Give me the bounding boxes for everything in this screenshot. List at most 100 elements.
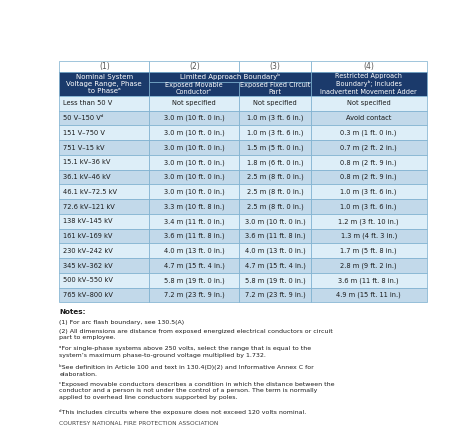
Text: 765 kV–800 kV: 765 kV–800 kV	[63, 292, 113, 298]
Text: 1.0 m (3 ft. 6 in.): 1.0 m (3 ft. 6 in.)	[247, 129, 303, 136]
Bar	[59, 229, 149, 244]
Bar	[311, 72, 427, 96]
Bar	[59, 155, 149, 169]
Bar	[149, 258, 239, 273]
Bar	[59, 273, 149, 288]
Bar	[311, 273, 427, 288]
Bar	[311, 169, 427, 184]
Bar	[311, 96, 427, 111]
Text: 2.5 m (8 ft. 0 in.): 2.5 m (8 ft. 0 in.)	[246, 174, 303, 180]
Bar	[149, 96, 239, 111]
Bar	[311, 111, 427, 125]
Bar	[311, 214, 427, 229]
Text: Not specified: Not specified	[173, 100, 216, 106]
Bar	[149, 155, 239, 169]
Bar	[59, 199, 149, 214]
Text: 1.7 m (5 ft. 8 in.): 1.7 m (5 ft. 8 in.)	[340, 248, 397, 254]
Bar	[239, 169, 311, 184]
Text: (4): (4)	[363, 62, 374, 71]
Bar	[149, 244, 239, 258]
Text: 0.3 m (1 ft. 0 in.): 0.3 m (1 ft. 0 in.)	[340, 129, 397, 136]
Text: 4.0 m (13 ft. 0 in.): 4.0 m (13 ft. 0 in.)	[164, 248, 225, 254]
Bar	[59, 111, 149, 125]
Bar	[149, 111, 239, 125]
Bar	[239, 288, 311, 302]
Text: 3.0 m (10 ft. 0 in.): 3.0 m (10 ft. 0 in.)	[245, 218, 305, 225]
Text: 4.9 m (15 ft. 11 in.): 4.9 m (15 ft. 11 in.)	[337, 292, 401, 298]
Bar	[239, 82, 311, 96]
Bar	[311, 125, 427, 140]
Text: (1) For arc flash boundary, see 130.5(A): (1) For arc flash boundary, see 130.5(A)	[59, 320, 184, 325]
Bar	[311, 288, 427, 302]
Text: 2.5 m (8 ft. 0 in.): 2.5 m (8 ft. 0 in.)	[246, 203, 303, 210]
Bar	[239, 229, 311, 244]
Bar	[149, 140, 239, 155]
Bar	[311, 184, 427, 199]
Text: 1.2 m (3 ft. 10 in.): 1.2 m (3 ft. 10 in.)	[338, 218, 399, 225]
Text: 3.6 m (11 ft. 8 in.): 3.6 m (11 ft. 8 in.)	[338, 277, 399, 284]
Text: 1.8 m (6 ft. 0 in.): 1.8 m (6 ft. 0 in.)	[247, 159, 303, 165]
Bar	[59, 125, 149, 140]
Text: 3.0 m (10 ft. 0 in.): 3.0 m (10 ft. 0 in.)	[164, 189, 225, 195]
Text: 500 kV–550 kV: 500 kV–550 kV	[63, 277, 113, 283]
Bar	[311, 199, 427, 214]
Text: 46.1 kV–72.5 kV: 46.1 kV–72.5 kV	[63, 189, 117, 195]
Text: Nominal System
Voltage Range, Phase
to Phaseᵃ: Nominal System Voltage Range, Phase to P…	[66, 74, 142, 94]
Bar	[239, 244, 311, 258]
Bar	[311, 244, 427, 258]
Bar	[59, 258, 149, 273]
Text: COURTESY NATIONAL FIRE PROTECTION ASSOCIATION: COURTESY NATIONAL FIRE PROTECTION ASSOCI…	[59, 421, 219, 425]
Text: Not specified: Not specified	[253, 100, 297, 106]
Bar	[149, 72, 311, 82]
Text: 4.7 m (15 ft. 4 in.): 4.7 m (15 ft. 4 in.)	[245, 262, 306, 269]
Text: Restricted Approach
Boundaryᵇ; Includes
Inadvertent Movement Adder: Restricted Approach Boundaryᵇ; Includes …	[320, 73, 417, 95]
Text: 0.8 m (2 ft. 9 in.): 0.8 m (2 ft. 9 in.)	[340, 159, 397, 165]
Bar	[239, 184, 311, 199]
Text: ᶜExposed movable conductors describes a condition in which the distance between : ᶜExposed movable conductors describes a …	[59, 382, 335, 400]
Text: (2) All dimensions are distance from exposed energized electrical conductors or : (2) All dimensions are distance from exp…	[59, 329, 333, 340]
Text: ᵈThis includes circuits where the exposure does not exceed 120 volts nominal.: ᵈThis includes circuits where the exposu…	[59, 409, 307, 415]
Bar	[311, 229, 427, 244]
Text: 2.8 m (9 ft. 2 in.): 2.8 m (9 ft. 2 in.)	[340, 262, 397, 269]
Text: 751 V–15 kV: 751 V–15 kV	[63, 145, 104, 150]
Bar	[149, 61, 239, 72]
Text: 0.8 m (2 ft. 9 in.): 0.8 m (2 ft. 9 in.)	[340, 174, 397, 180]
Text: 161 kV–169 kV: 161 kV–169 kV	[63, 233, 112, 239]
Bar	[59, 96, 149, 111]
Bar	[239, 140, 311, 155]
Text: 1.0 m (3 ft. 6 in.): 1.0 m (3 ft. 6 in.)	[340, 189, 397, 195]
Text: 4.7 m (15 ft. 4 in.): 4.7 m (15 ft. 4 in.)	[164, 262, 225, 269]
Text: 50 V–150 Vᵈ: 50 V–150 Vᵈ	[63, 115, 103, 121]
Bar	[59, 140, 149, 155]
Text: (1): (1)	[99, 62, 109, 71]
Bar	[59, 184, 149, 199]
Text: Avoid contact: Avoid contact	[346, 115, 392, 121]
Text: Less than 50 V: Less than 50 V	[63, 100, 112, 106]
Bar	[239, 125, 311, 140]
Text: 138 kV–145 kV: 138 kV–145 kV	[63, 218, 112, 224]
Text: 15.1 kV–36 kV: 15.1 kV–36 kV	[63, 159, 110, 165]
Text: 3.0 m (10 ft. 0 in.): 3.0 m (10 ft. 0 in.)	[164, 144, 225, 151]
Text: 1.5 m (5 ft. 0 in.): 1.5 m (5 ft. 0 in.)	[247, 144, 303, 151]
Bar	[311, 155, 427, 169]
Text: 7.2 m (23 ft. 9 in.): 7.2 m (23 ft. 9 in.)	[164, 292, 225, 298]
Text: 1.0 m (3 ft. 6 in.): 1.0 m (3 ft. 6 in.)	[340, 203, 397, 210]
Text: 3.0 m (10 ft. 0 in.): 3.0 m (10 ft. 0 in.)	[164, 115, 225, 121]
Text: (2): (2)	[189, 62, 200, 71]
Text: 4.0 m (13 ft. 0 in.): 4.0 m (13 ft. 0 in.)	[245, 248, 305, 254]
Bar	[149, 169, 239, 184]
Bar	[149, 273, 239, 288]
Text: 3.0 m (10 ft. 0 in.): 3.0 m (10 ft. 0 in.)	[164, 129, 225, 136]
Text: 0.7 m (2 ft. 2 in.): 0.7 m (2 ft. 2 in.)	[340, 144, 397, 151]
Bar	[239, 199, 311, 214]
Bar	[59, 288, 149, 302]
Bar	[239, 61, 311, 72]
Bar	[59, 169, 149, 184]
Bar	[149, 214, 239, 229]
Bar	[311, 140, 427, 155]
Bar	[239, 214, 311, 229]
Bar	[311, 61, 427, 72]
Text: 36.1 kV–46 kV: 36.1 kV–46 kV	[63, 174, 110, 180]
Bar	[149, 199, 239, 214]
Bar	[311, 258, 427, 273]
